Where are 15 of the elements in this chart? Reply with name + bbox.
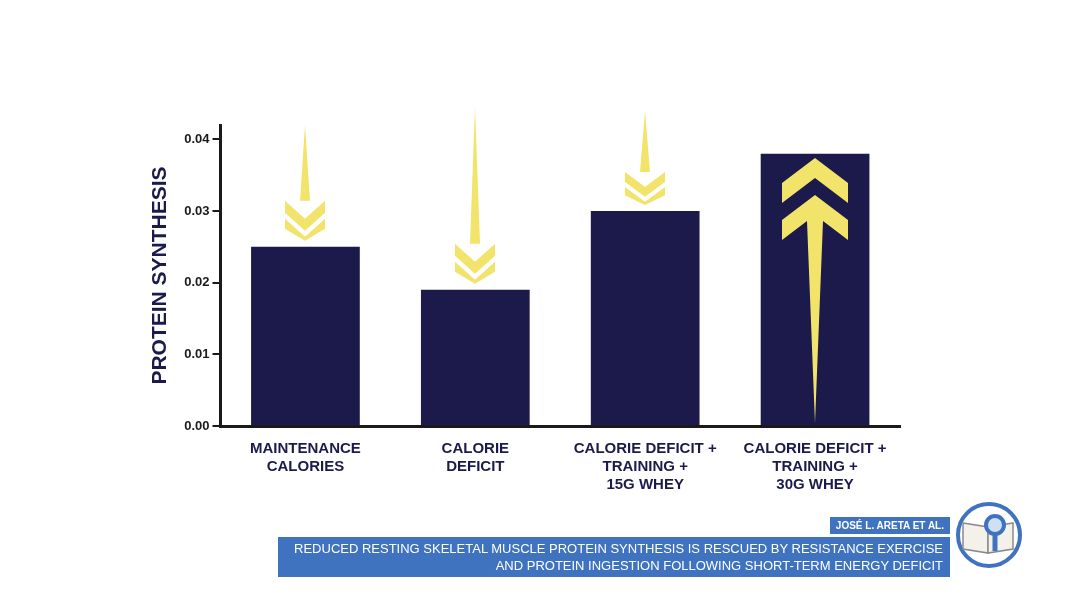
y-tick-label: 0.03 bbox=[184, 202, 210, 218]
y-tick-label: 0.00 bbox=[184, 417, 210, 433]
x-tick-label: CALORIE DEFICIT bbox=[441, 439, 510, 475]
x-tick-label: CALORIE DEFICIT + TRAINING + 15G WHEY bbox=[573, 439, 717, 493]
y-tick-label: 0.01 bbox=[184, 345, 210, 361]
bar bbox=[590, 211, 700, 425]
bar bbox=[420, 289, 530, 425]
text: JOSÉ L. ARETA ET AL. bbox=[829, 517, 950, 534]
y-tick-label: 0.04 bbox=[184, 130, 211, 146]
y-tick-label: 0.02 bbox=[184, 274, 210, 290]
y-axis-title: PROTEIN SYNTHESIS bbox=[147, 166, 171, 385]
x-tick-label: MAINTENANCE CALORIES bbox=[250, 439, 361, 475]
x-tick-label: CALORIE DEFICIT + TRAINING + 30G WHEY bbox=[743, 439, 887, 493]
text: REDUCED RESTING SKELETAL MUSCLE PROTEIN SYNTHESIS IS RESCUED BY RESISTANCE EXERCISE AND PROTEIN INGESTION FOLLOWING SHORT-TERM ENERGY DEFICIT bbox=[278, 537, 950, 577]
bar bbox=[251, 246, 360, 425]
